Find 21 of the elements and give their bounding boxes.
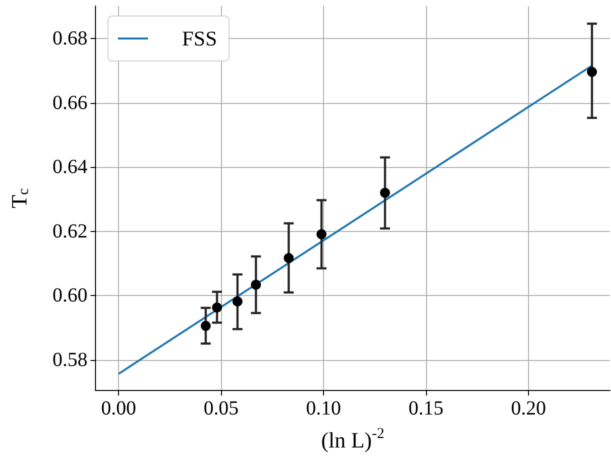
- legend-label: FSS: [182, 26, 218, 50]
- y-tick-label: 0.60: [52, 284, 88, 307]
- x-tick-label: 0.20: [510, 398, 546, 420]
- point: [250, 280, 261, 290]
- point: [200, 320, 211, 331]
- y-tick-label: 0.62: [52, 220, 88, 242]
- y-tick-label: 0.58: [52, 348, 88, 371]
- x-tick-label: 0.10: [306, 398, 342, 420]
- x-tick-label: 0.00: [101, 398, 136, 420]
- point: [380, 188, 390, 198]
- point: [284, 253, 294, 264]
- y-tick-label: 0.66: [52, 92, 88, 114]
- point: [212, 302, 222, 313]
- x-tick-label: 0.05: [204, 398, 239, 420]
- point: [232, 296, 242, 306]
- y-tick-label: 0.64: [52, 156, 88, 178]
- point: [586, 66, 597, 77]
- point: [316, 229, 327, 240]
- y-tick-label: 0.68: [52, 27, 88, 50]
- x-tick-label: 0.15: [408, 398, 444, 420]
- y-axis-title: Tc: [6, 188, 32, 208]
